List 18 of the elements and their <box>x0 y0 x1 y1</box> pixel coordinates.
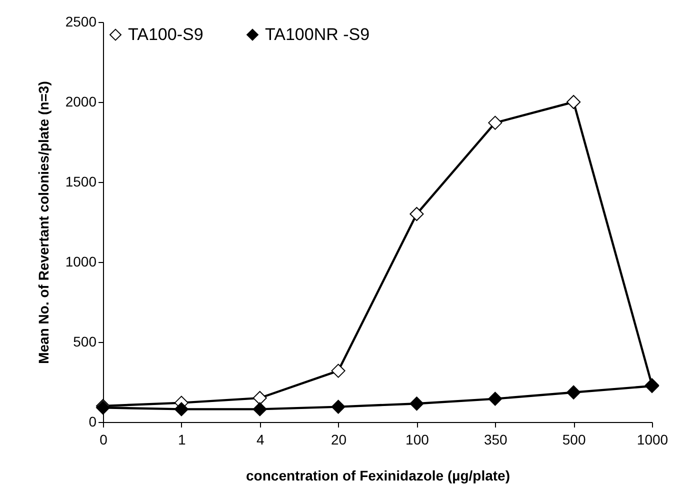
x-tick-label: 1000 <box>636 432 668 448</box>
legend-label: TA100NR -S9 <box>265 24 370 44</box>
y-tick-label: 2000 <box>65 94 97 110</box>
y-tick-label: 500 <box>73 334 97 350</box>
x-tick-label: 1 <box>178 432 186 448</box>
y-axis-title: Mean No. of Revertant colonies/plate (n=3) <box>35 81 52 364</box>
x-axis-title: concentration of Fexinidazole (µg/plate) <box>246 468 510 484</box>
x-tick-label: 0 <box>100 432 108 448</box>
y-tick-label: 1000 <box>65 254 97 270</box>
x-tick-label: 20 <box>330 432 347 448</box>
x-tick-label: 350 <box>484 432 508 448</box>
x-tick-label: 100 <box>406 432 430 448</box>
y-tick-label: 1500 <box>65 174 97 190</box>
legend-label: TA100-S9 <box>128 24 204 44</box>
y-tick-label: 2500 <box>65 14 97 30</box>
y-tick-label: 0 <box>88 414 97 430</box>
x-tick-label: 500 <box>562 432 586 448</box>
x-tick-label: 4 <box>256 432 264 448</box>
